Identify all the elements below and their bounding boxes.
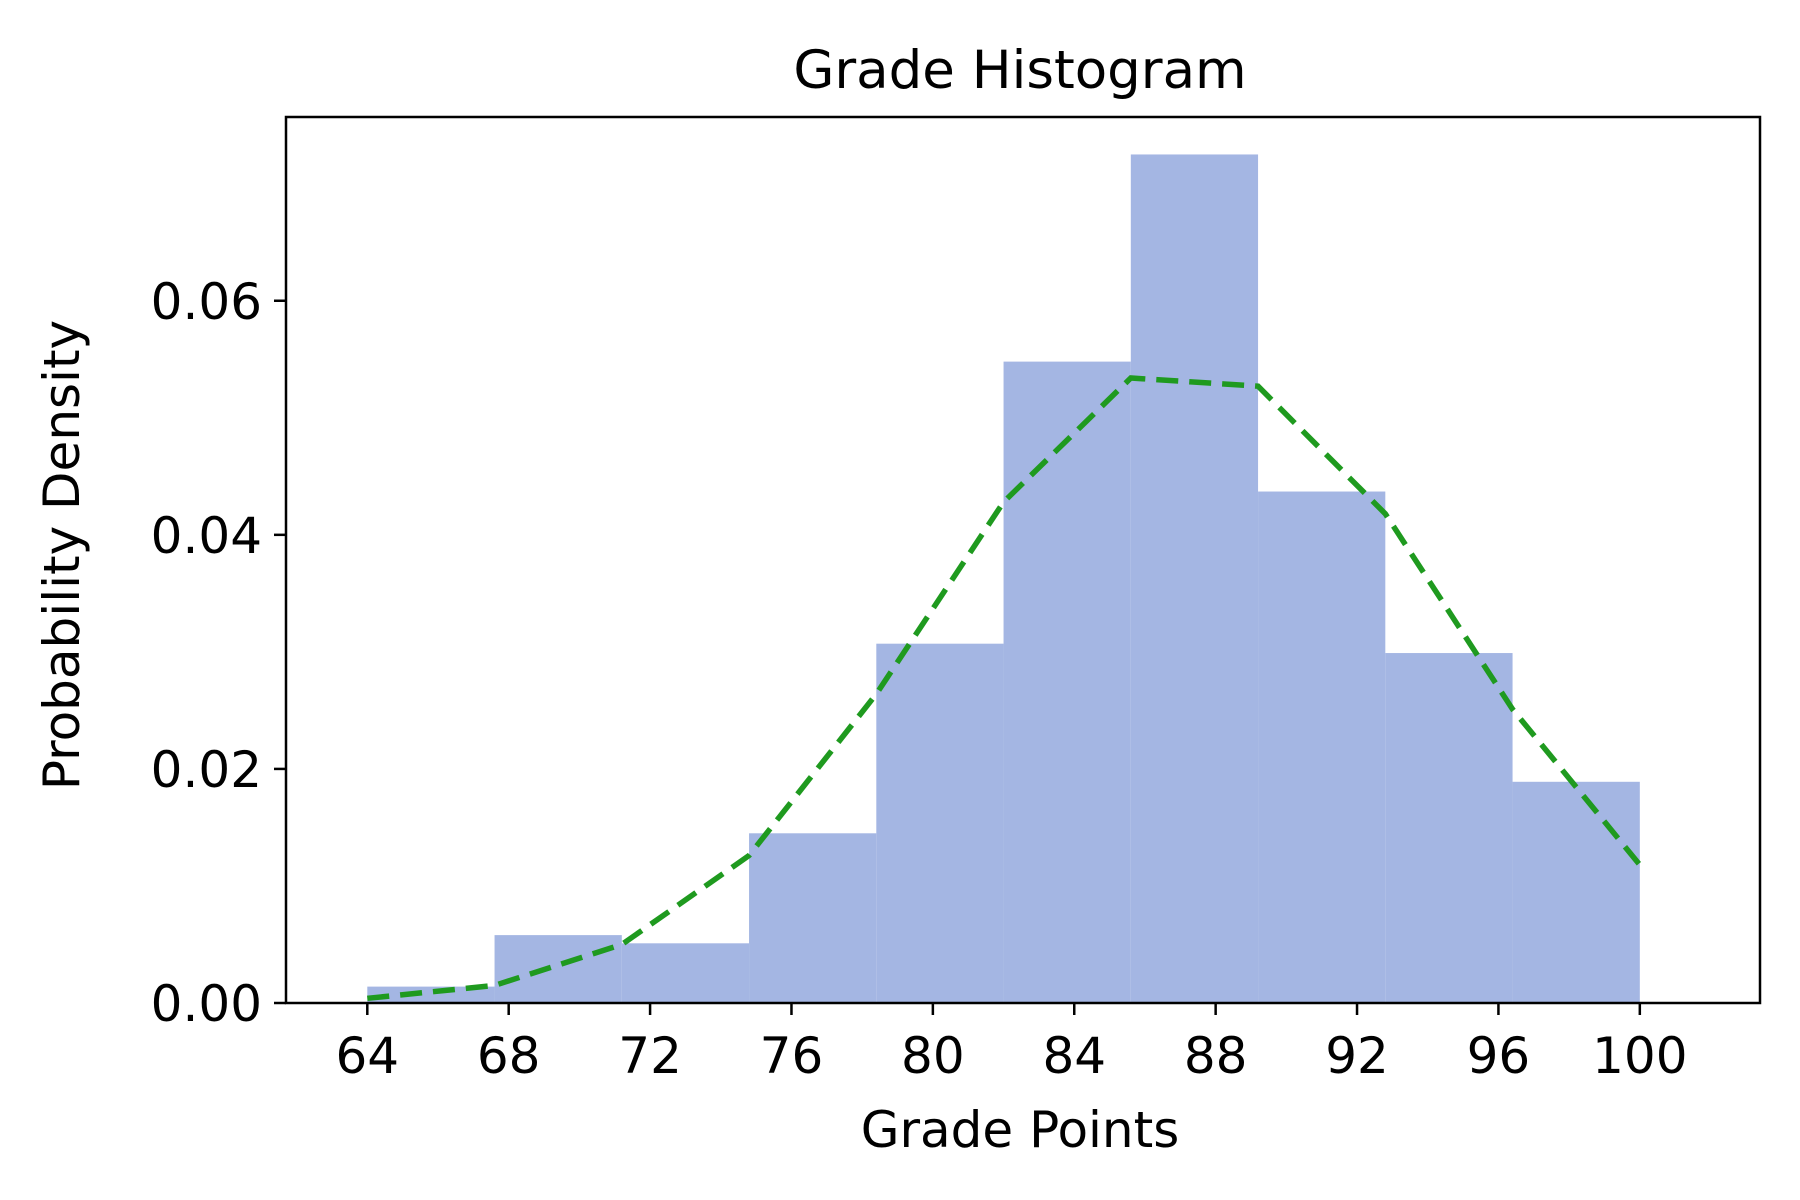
- x-tick-label: 76: [760, 1027, 824, 1085]
- x-tick-label: 68: [477, 1027, 541, 1085]
- y-tick-label: 0.04: [151, 507, 262, 565]
- plot-area: [284, 115, 1762, 1005]
- histogram-bars: [367, 154, 1640, 1003]
- histogram-bar: [1003, 361, 1131, 1003]
- density-curve-line: [367, 375, 1642, 1002]
- histogram-bar: [494, 935, 622, 1003]
- histogram-bar: [621, 943, 750, 1003]
- x-tick-label: 96: [1467, 1027, 1531, 1085]
- histogram-bar: [1385, 653, 1513, 1003]
- histogram-bar: [1258, 491, 1386, 1003]
- histogram-bar: [749, 833, 877, 1003]
- x-axis-ticks: 64 68 72 76 80 84 88 92 96 100: [335, 1003, 1688, 1085]
- y-axis-label: Probability Density: [33, 320, 91, 790]
- y-axis-ticks: 0.00 0.02 0.04 0.06: [151, 273, 286, 1033]
- chart-title: Grade Histogram: [793, 40, 1246, 101]
- x-tick-label: 84: [1042, 1027, 1106, 1085]
- y-tick-label: 0.00: [151, 975, 262, 1033]
- histogram-bar: [1130, 154, 1259, 1003]
- x-tick-label: 92: [1325, 1027, 1389, 1085]
- histogram-bar: [876, 643, 1004, 1003]
- x-tick-label: 64: [335, 1027, 399, 1085]
- x-tick-label: 72: [618, 1027, 682, 1085]
- x-tick-label: 80: [901, 1027, 965, 1085]
- x-axis-label: Grade Points: [861, 1101, 1180, 1159]
- histogram-bar: [1512, 781, 1640, 1003]
- plot-frame: [284, 115, 1762, 1005]
- y-tick-label: 0.02: [151, 741, 262, 799]
- x-tick-label: 100: [1592, 1027, 1687, 1085]
- y-tick-label: 0.06: [151, 273, 262, 331]
- x-tick-label: 88: [1184, 1027, 1248, 1085]
- histogram-bar: [367, 986, 495, 1003]
